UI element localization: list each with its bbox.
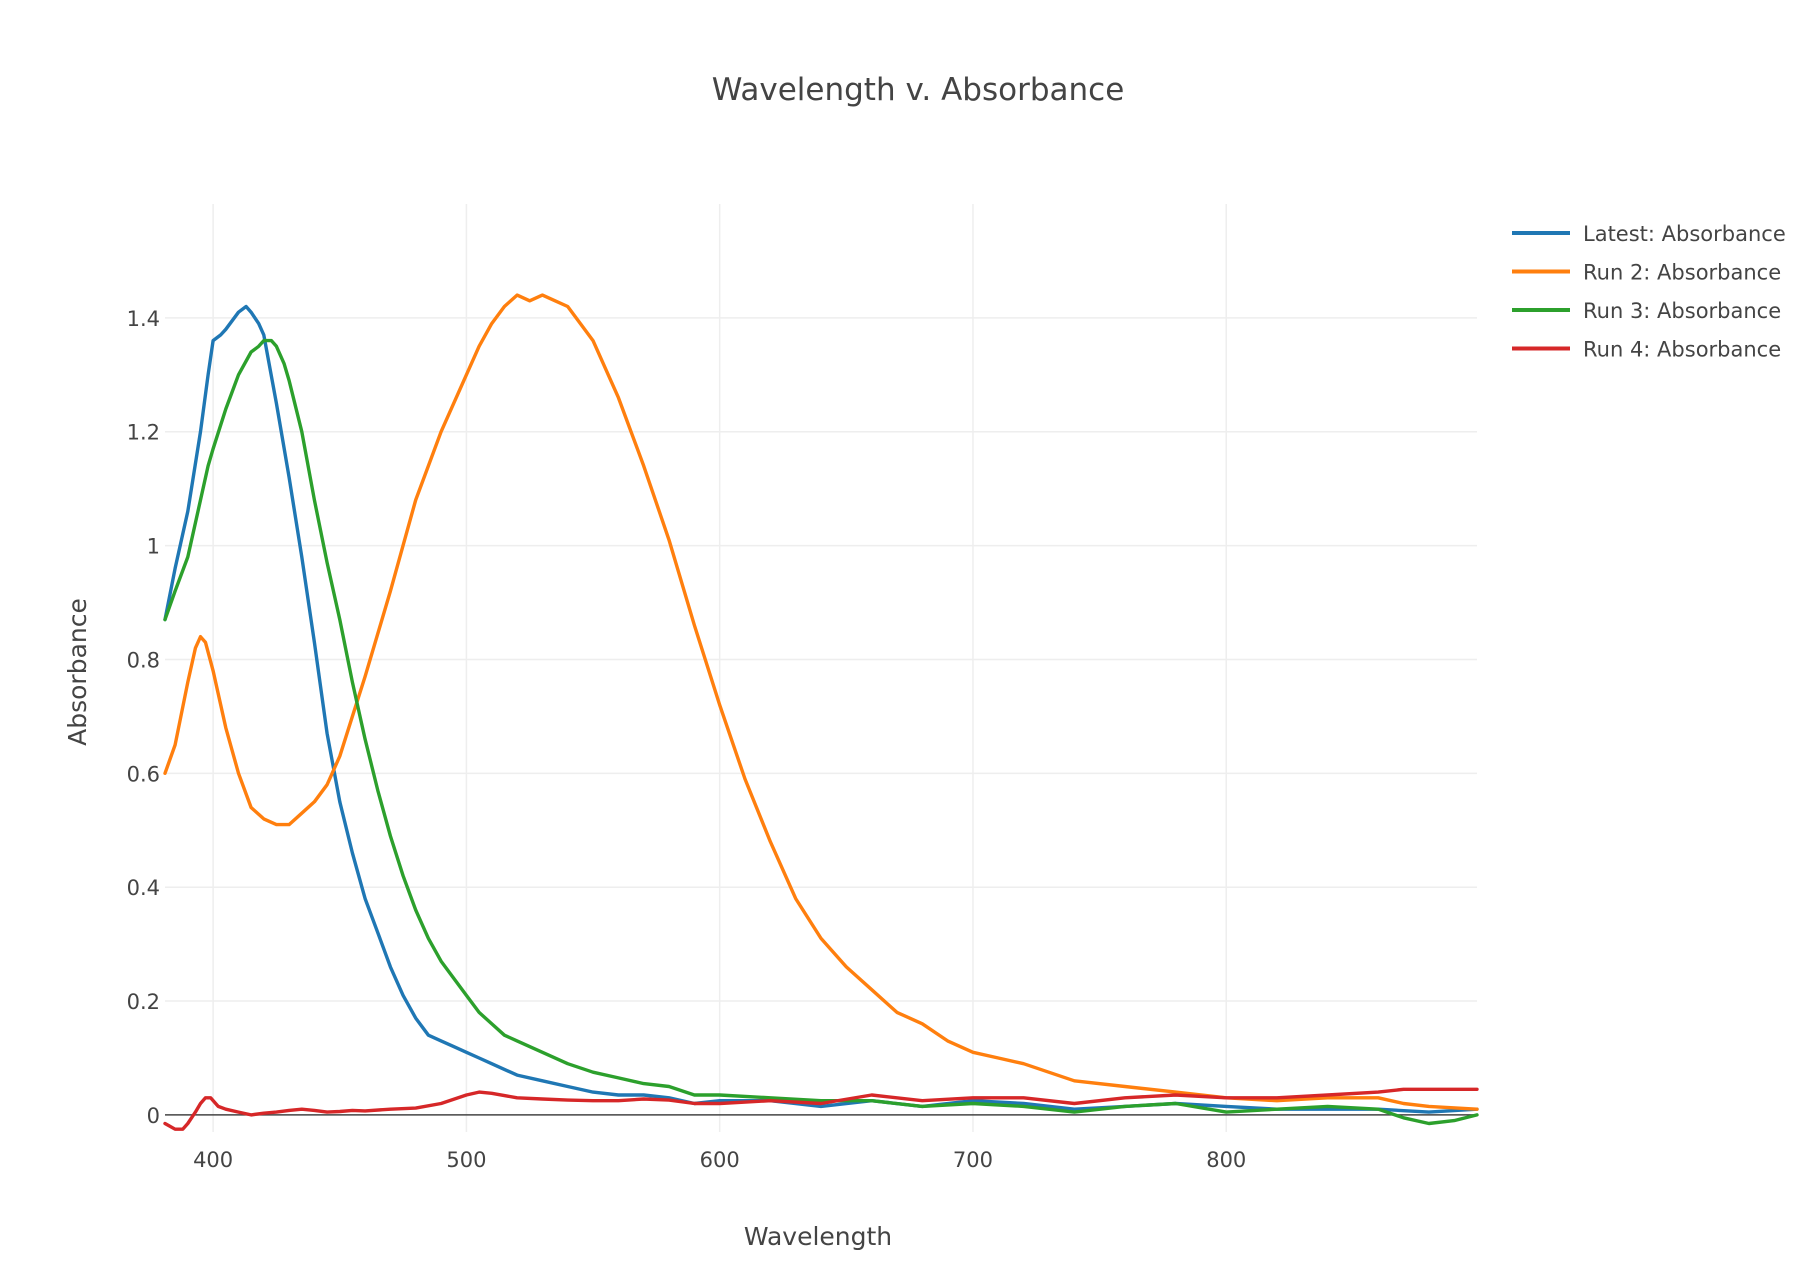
y-tick-label: 0.8	[127, 648, 160, 672]
x-tick-label: 700	[953, 1148, 993, 1172]
series-line-4	[163, 1087, 1479, 1131]
y-tick-label: 0	[147, 1104, 160, 1128]
y-axis-title: Absorbance	[63, 598, 92, 746]
x-tick-label: 800	[1206, 1148, 1246, 1172]
y-tick-label: 0.2	[127, 990, 160, 1014]
chart-title: Wavelength v. Absorbance	[712, 72, 1125, 108]
series-line-3	[163, 338, 1479, 1126]
x-axis-ticks: 400 500 600 700 800	[193, 1148, 1246, 1172]
legend-item-2[interactable]: Run 2: Absorbance	[1512, 261, 1781, 285]
y-axis-ticks: 0 0.2 0.4 0.6 0.8 1 1.2 1.4	[127, 307, 160, 1128]
series-lines	[163, 293, 1479, 1131]
x-tick-label: 600	[700, 1148, 740, 1172]
x-tick-label: 400	[193, 1148, 233, 1172]
series-line-2	[163, 293, 1479, 1111]
x-axis-title: Wavelength	[744, 1222, 892, 1251]
legend-item-3[interactable]: Run 3: Absorbance	[1512, 299, 1781, 323]
y-tick-label: 1	[147, 535, 160, 559]
y-tick-label: 0.6	[127, 762, 160, 786]
legend-label: Run 3: Absorbance	[1583, 299, 1781, 323]
legend-label: Run 2: Absorbance	[1583, 261, 1781, 285]
y-tick-label: 0.4	[127, 876, 160, 900]
y-tick-label: 1.2	[127, 421, 160, 445]
legend-item-1[interactable]: Latest: Absorbance	[1512, 222, 1786, 246]
y-tick-label: 1.4	[127, 307, 160, 331]
grid	[165, 204, 1477, 1132]
legend-label: Run 4: Absorbance	[1583, 338, 1781, 362]
legend[interactable]: Latest: Absorbance Run 2: Absorbance Run 3…	[1512, 222, 1786, 362]
legend-item-4[interactable]: Run 4: Absorbance	[1512, 338, 1781, 362]
x-tick-label: 500	[446, 1148, 486, 1172]
legend-label: Latest: Absorbance	[1583, 222, 1786, 246]
series-line-1	[163, 304, 1479, 1114]
